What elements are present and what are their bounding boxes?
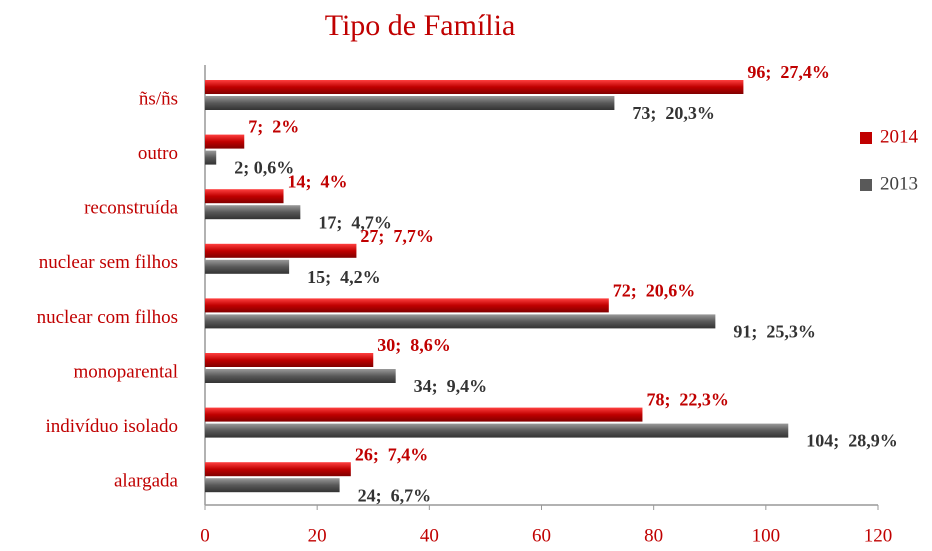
data-label: 73; 20,3% (632, 103, 715, 123)
y-tick-label: ñs/ñs (139, 88, 178, 109)
y-tick-label: nuclear sem filhos (39, 252, 178, 273)
x-tick-label: 40 (420, 525, 439, 546)
data-label: 24; 6,7% (358, 485, 432, 505)
bar (205, 298, 609, 313)
y-tick-label: indivíduo isolado (46, 416, 178, 437)
data-label: 15; 4,2% (307, 267, 381, 287)
x-tick-label: 120 (864, 525, 893, 546)
bar (205, 423, 789, 438)
bar (205, 353, 374, 367)
legend-label: 2014 (880, 126, 919, 147)
data-label: 17; 4,7% (318, 212, 392, 232)
data-label: 30; 8,6% (377, 335, 451, 355)
bar (205, 243, 357, 258)
bar (205, 259, 290, 274)
data-label: 14; 4% (288, 171, 348, 191)
y-tick-label: reconstruída (84, 198, 178, 219)
y-tick-label: outro (138, 143, 178, 164)
bar (205, 134, 245, 149)
data-label: 27; 7,7% (360, 226, 434, 246)
x-tick-label: 0 (200, 525, 210, 546)
x-tick-label: 60 (532, 525, 551, 546)
y-tick-label: nuclear com filhos (37, 307, 178, 328)
x-tick-label: 20 (308, 525, 327, 546)
bar (205, 462, 351, 477)
legend-swatch (860, 179, 872, 191)
legend-swatch (860, 132, 872, 144)
bar (205, 150, 217, 165)
data-label: 91; 25,3% (733, 322, 816, 342)
data-label: 7; 2% (248, 117, 299, 137)
data-label: 26; 7,4% (355, 444, 429, 464)
bar (205, 369, 396, 383)
x-tick-label: 100 (752, 525, 781, 546)
chart-title: Tipo de Família (325, 9, 516, 42)
bar (205, 80, 744, 94)
x-tick-label: 80 (644, 525, 663, 546)
data-label: 104; 28,9% (806, 431, 898, 451)
bar (205, 407, 643, 422)
bar (205, 478, 340, 493)
bar (205, 205, 301, 220)
bar (205, 314, 716, 329)
y-tick-label: monoparental (74, 361, 178, 382)
data-label: 34; 9,4% (414, 376, 488, 396)
data-label: 72; 20,6% (613, 281, 696, 301)
legend-label: 2013 (880, 173, 918, 194)
bar (205, 96, 615, 110)
data-label: 2; 0,6% (234, 158, 294, 178)
bar (205, 189, 284, 204)
data-label: 78; 22,3% (646, 390, 729, 410)
data-label: 96; 27,4% (747, 62, 830, 82)
y-tick-label: alargada (114, 471, 179, 492)
